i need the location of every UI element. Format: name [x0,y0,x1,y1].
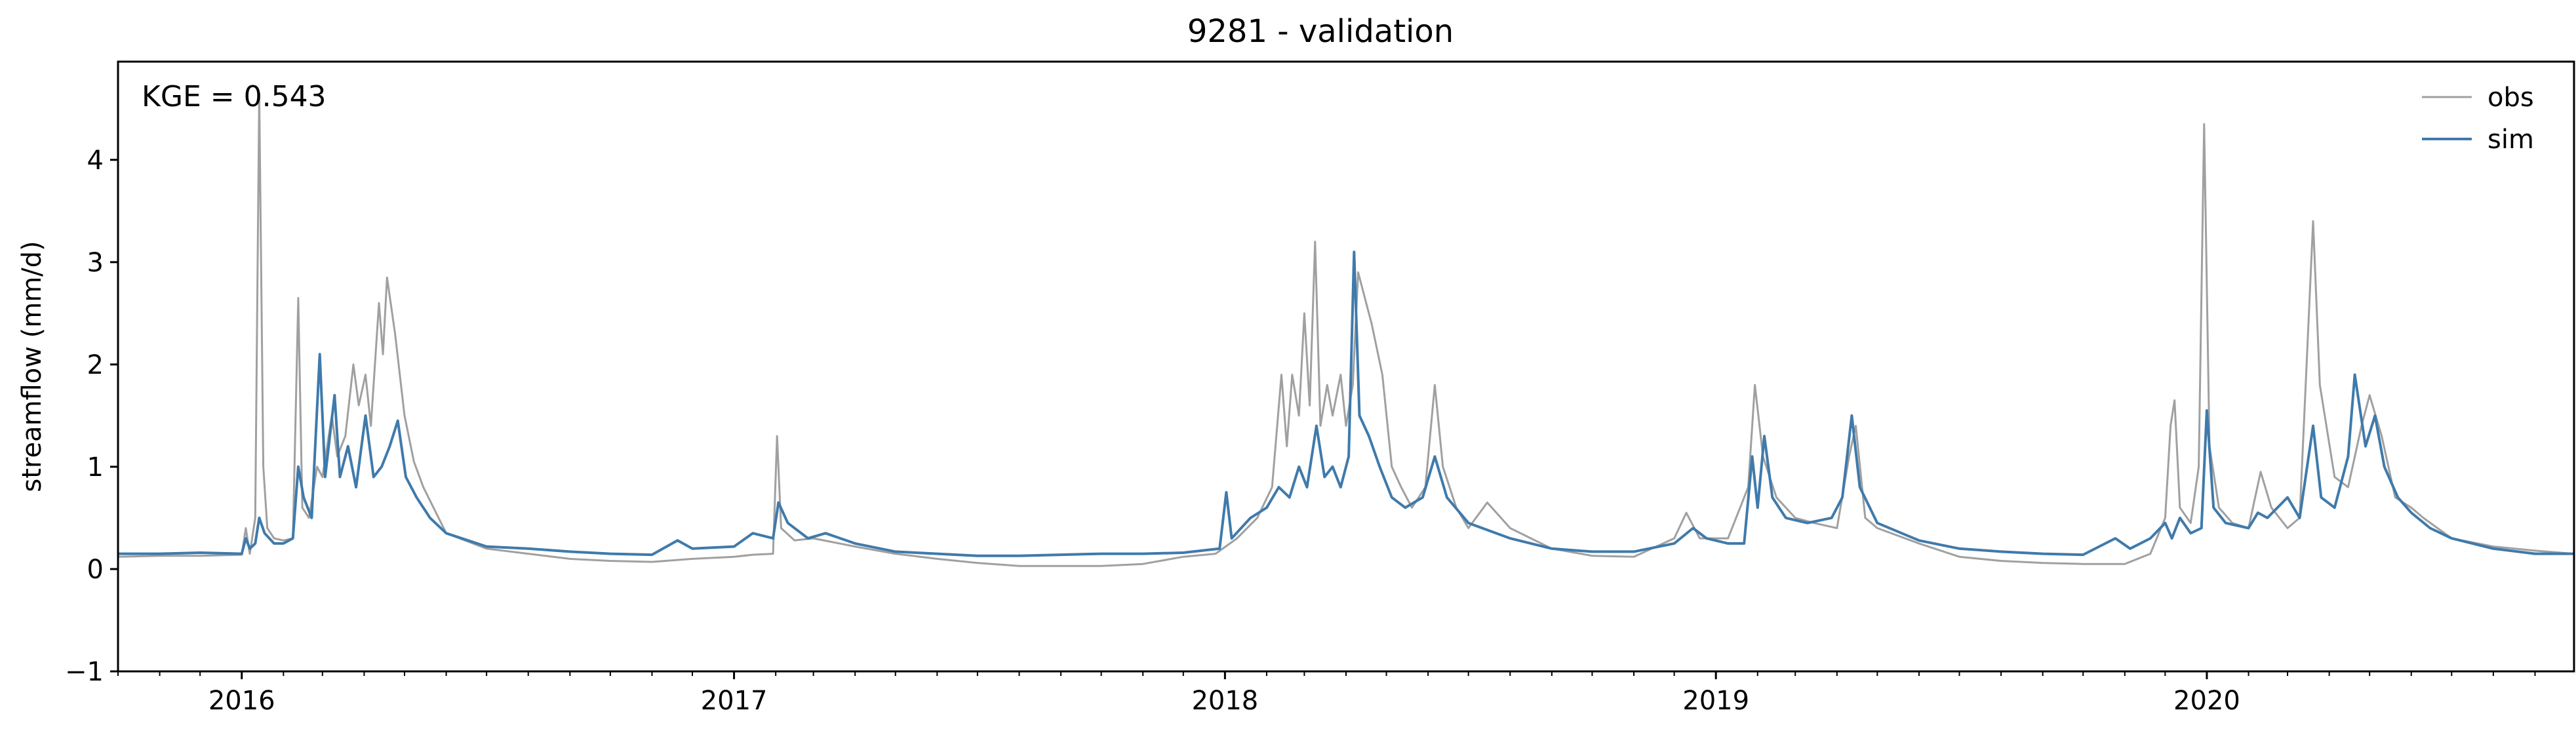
legend: obs sim [2422,83,2534,155]
y-tick-label: 2 [87,350,104,380]
plot-area [117,60,2575,673]
y-tick-label: 4 [87,146,104,176]
y-tick-label: 3 [87,248,104,278]
chart-title: 9281 - validation [1187,13,1454,50]
x-tick-label: 2020 [2173,686,2240,716]
kge-annotation: KGE = 0.543 [142,80,327,113]
x-tick-label: 2019 [1682,686,1749,716]
series-line-obs [118,92,2574,567]
legend-label-sim: sim [2487,125,2534,155]
y-tick-label: 1 [87,452,104,483]
y-axis: −1 0 1 2 3 4 [65,146,118,687]
series-layer [118,92,2574,567]
y-axis-label: streamflow (mm/d) [17,241,47,492]
y-tick-label: −1 [65,657,104,687]
x-tick-label: 2017 [701,686,768,716]
plot-frame [117,60,2575,673]
y-tick-label: 0 [87,555,104,585]
series-line-sim [118,250,2574,557]
legend-label-obs: obs [2487,83,2534,113]
x-axis: 2016 2017 2018 2019 2020 [117,671,2536,716]
x-tick-label: 2018 [1191,686,1258,716]
x-tick-label: 2016 [208,686,275,716]
